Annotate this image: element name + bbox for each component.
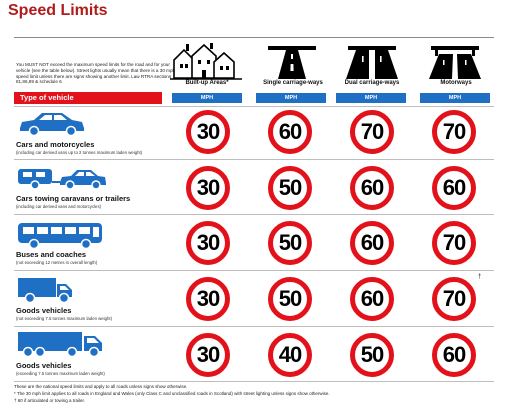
vehicle-note: (not exceeding 7.5 tonnes maximum laden …: [16, 316, 113, 321]
type-of-vehicle-header: Type of vehicle: [14, 92, 162, 104]
bus-icon: [18, 223, 102, 250]
car-icon: [20, 113, 84, 136]
vehicle-name: Cars towing caravans or trailers: [16, 194, 131, 203]
row-divider: [14, 106, 494, 107]
vehicle-name: Cars and motorcycles: [16, 140, 95, 149]
column-dual-carriageways: Dual carriage-ways: [344, 80, 400, 86]
vehicle-name: Goods vehicles: [16, 361, 72, 370]
speed-limit-sign: 60: [432, 166, 476, 210]
speed-limit-sign: 70: [432, 277, 476, 321]
vehicle-name: Goods vehicles: [16, 306, 72, 315]
speed-limit-sign: 70: [432, 110, 476, 154]
speed-limit-sign: 60: [350, 277, 394, 321]
footnote: * The 30 mph limit applies to all roads …: [14, 391, 330, 396]
speed-limit-sign: 30: [186, 333, 230, 377]
column-built-up: Built-up Areas*: [185, 80, 229, 86]
van-icon: [18, 278, 72, 304]
mph-header: MPH: [256, 93, 326, 103]
speed-limit-sign: 50: [268, 166, 312, 210]
lorry-icon: [18, 332, 102, 358]
speed-limit-sign: 70: [432, 221, 476, 265]
speed-limit-sign: 50: [268, 221, 312, 265]
page-title: Speed Limits: [8, 2, 108, 19]
mph-header: MPH: [172, 93, 242, 103]
mph-header: MPH: [336, 93, 406, 103]
dagger-marker: †: [478, 274, 482, 280]
speed-limit-sign: 30: [186, 166, 230, 210]
column-single-carriageways: Single carriage-ways: [263, 80, 323, 86]
row-divider: [14, 214, 494, 215]
column-motorways: Motorways: [440, 80, 472, 86]
speed-limit-sign: 60: [350, 221, 394, 265]
footnote: These are the national speed limits and …: [14, 384, 188, 389]
row-divider: [14, 159, 494, 160]
speed-limit-sign: 30: [186, 110, 230, 154]
speed-limit-sign: 30: [186, 221, 230, 265]
dual-road-icon: [346, 46, 398, 79]
vehicle-note: (including car derived vans and motorcyc…: [16, 204, 102, 209]
single-road-icon: [268, 46, 316, 79]
vehicle-note: (exceeding 7.5 tonnes maximum laden weig…: [16, 371, 105, 376]
car-caravan-icon: [18, 169, 106, 190]
speed-limit-sign: 60: [350, 166, 394, 210]
speed-limit-sign: 40: [268, 333, 312, 377]
houses-icon: [170, 43, 242, 80]
row-divider: [14, 381, 494, 382]
speed-limit-sign: 30: [186, 277, 230, 321]
speed-limit-sign: 60: [268, 110, 312, 154]
vehicle-note: (including car derived vans up to 2 tonn…: [16, 150, 143, 155]
speed-limit-sign: 50: [350, 333, 394, 377]
footnote: † 60 if articulated or towing a trailer.: [14, 398, 86, 403]
speed-limit-sign: 60: [432, 333, 476, 377]
mph-header: MPH: [420, 93, 490, 103]
motorway-icon: [429, 46, 481, 79]
row-divider: [14, 326, 494, 327]
vehicle-name: Buses and coaches: [16, 250, 87, 259]
vehicle-note: (not exceeding 12 metres in overall leng…: [16, 260, 98, 265]
speed-limit-sign: 70: [350, 110, 394, 154]
row-divider: [14, 270, 494, 271]
top-divider: [14, 37, 494, 38]
intro-text: You MUST NOT exceed the maximum speed li…: [16, 62, 176, 85]
speed-limit-sign: 50: [268, 277, 312, 321]
